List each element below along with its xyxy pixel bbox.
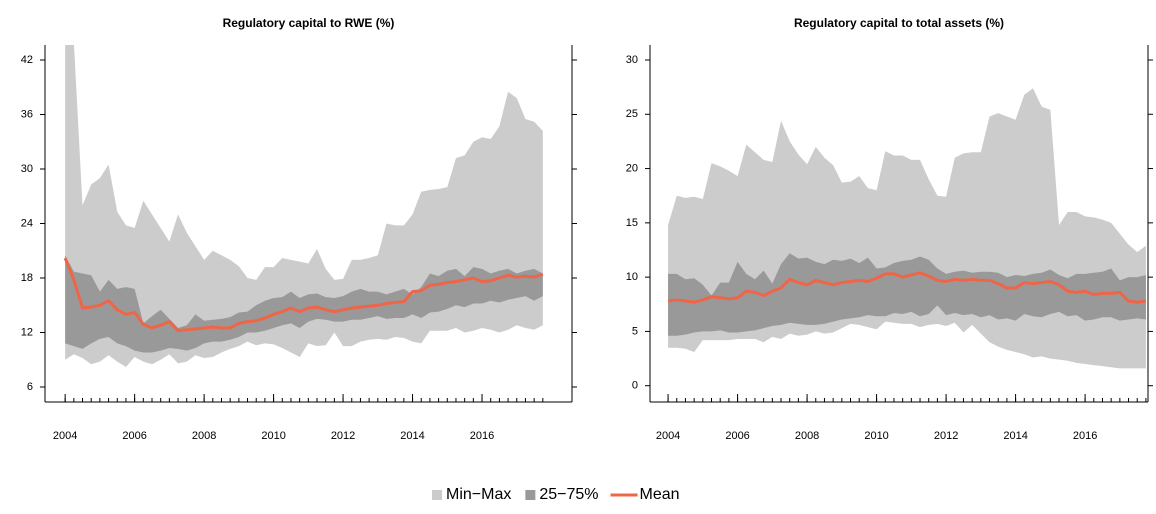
y-tick-label: 0 (632, 380, 638, 392)
x-tick-label: 2004 (656, 430, 680, 442)
legend-label: Mean (640, 486, 680, 503)
x-tick-label: 2014 (400, 430, 424, 442)
x-tick-label: 2010 (261, 430, 285, 442)
band (668, 253, 1146, 336)
x-tick-label: 2012 (934, 430, 958, 442)
x-tick-label: 2012 (331, 430, 355, 442)
y-tick-label: 30 (626, 54, 638, 66)
mean-line (667, 271, 1147, 304)
y-tick-label: 24 (21, 217, 33, 229)
plot-area (667, 88, 1147, 369)
y-tick-label: 18 (21, 272, 33, 284)
y-tick-label: 42 (21, 54, 33, 66)
chart-title: Regulatory capital to total assets (%) (794, 16, 1004, 30)
x-tick-label: 2006 (122, 430, 146, 442)
mean-line (63, 257, 544, 333)
x-tick-label: 2008 (192, 430, 216, 442)
legend-label: 25−75% (539, 486, 598, 503)
legend-swatch (525, 490, 536, 500)
plot-area (63, 45, 544, 368)
y-tick-label: 15 (626, 217, 638, 229)
y-tick-label: 10 (626, 271, 638, 283)
y-tick-label: 5 (632, 325, 638, 337)
y-tick-label: 25 (626, 108, 638, 120)
y-tick-label: 30 (21, 163, 33, 175)
band (65, 255, 543, 353)
x-tick-label: 2006 (725, 430, 749, 442)
x-tick-label: 2016 (1073, 430, 1097, 442)
x-tick-label: 2008 (795, 430, 819, 442)
x-tick-label: 2016 (470, 430, 494, 442)
chart-title: Regulatory capital to RWE (%) (223, 16, 395, 30)
legend-label: Min−Max (446, 486, 511, 503)
x-tick-label: 2004 (53, 430, 77, 442)
y-tick-label: 6 (27, 381, 33, 393)
y-tick-label: 36 (21, 108, 33, 120)
x-tick-label: 2014 (1003, 430, 1027, 442)
x-tick-label: 2010 (864, 430, 888, 442)
y-tick-label: 20 (626, 162, 638, 174)
legend-swatch (432, 490, 442, 500)
y-tick-label: 12 (21, 326, 33, 338)
